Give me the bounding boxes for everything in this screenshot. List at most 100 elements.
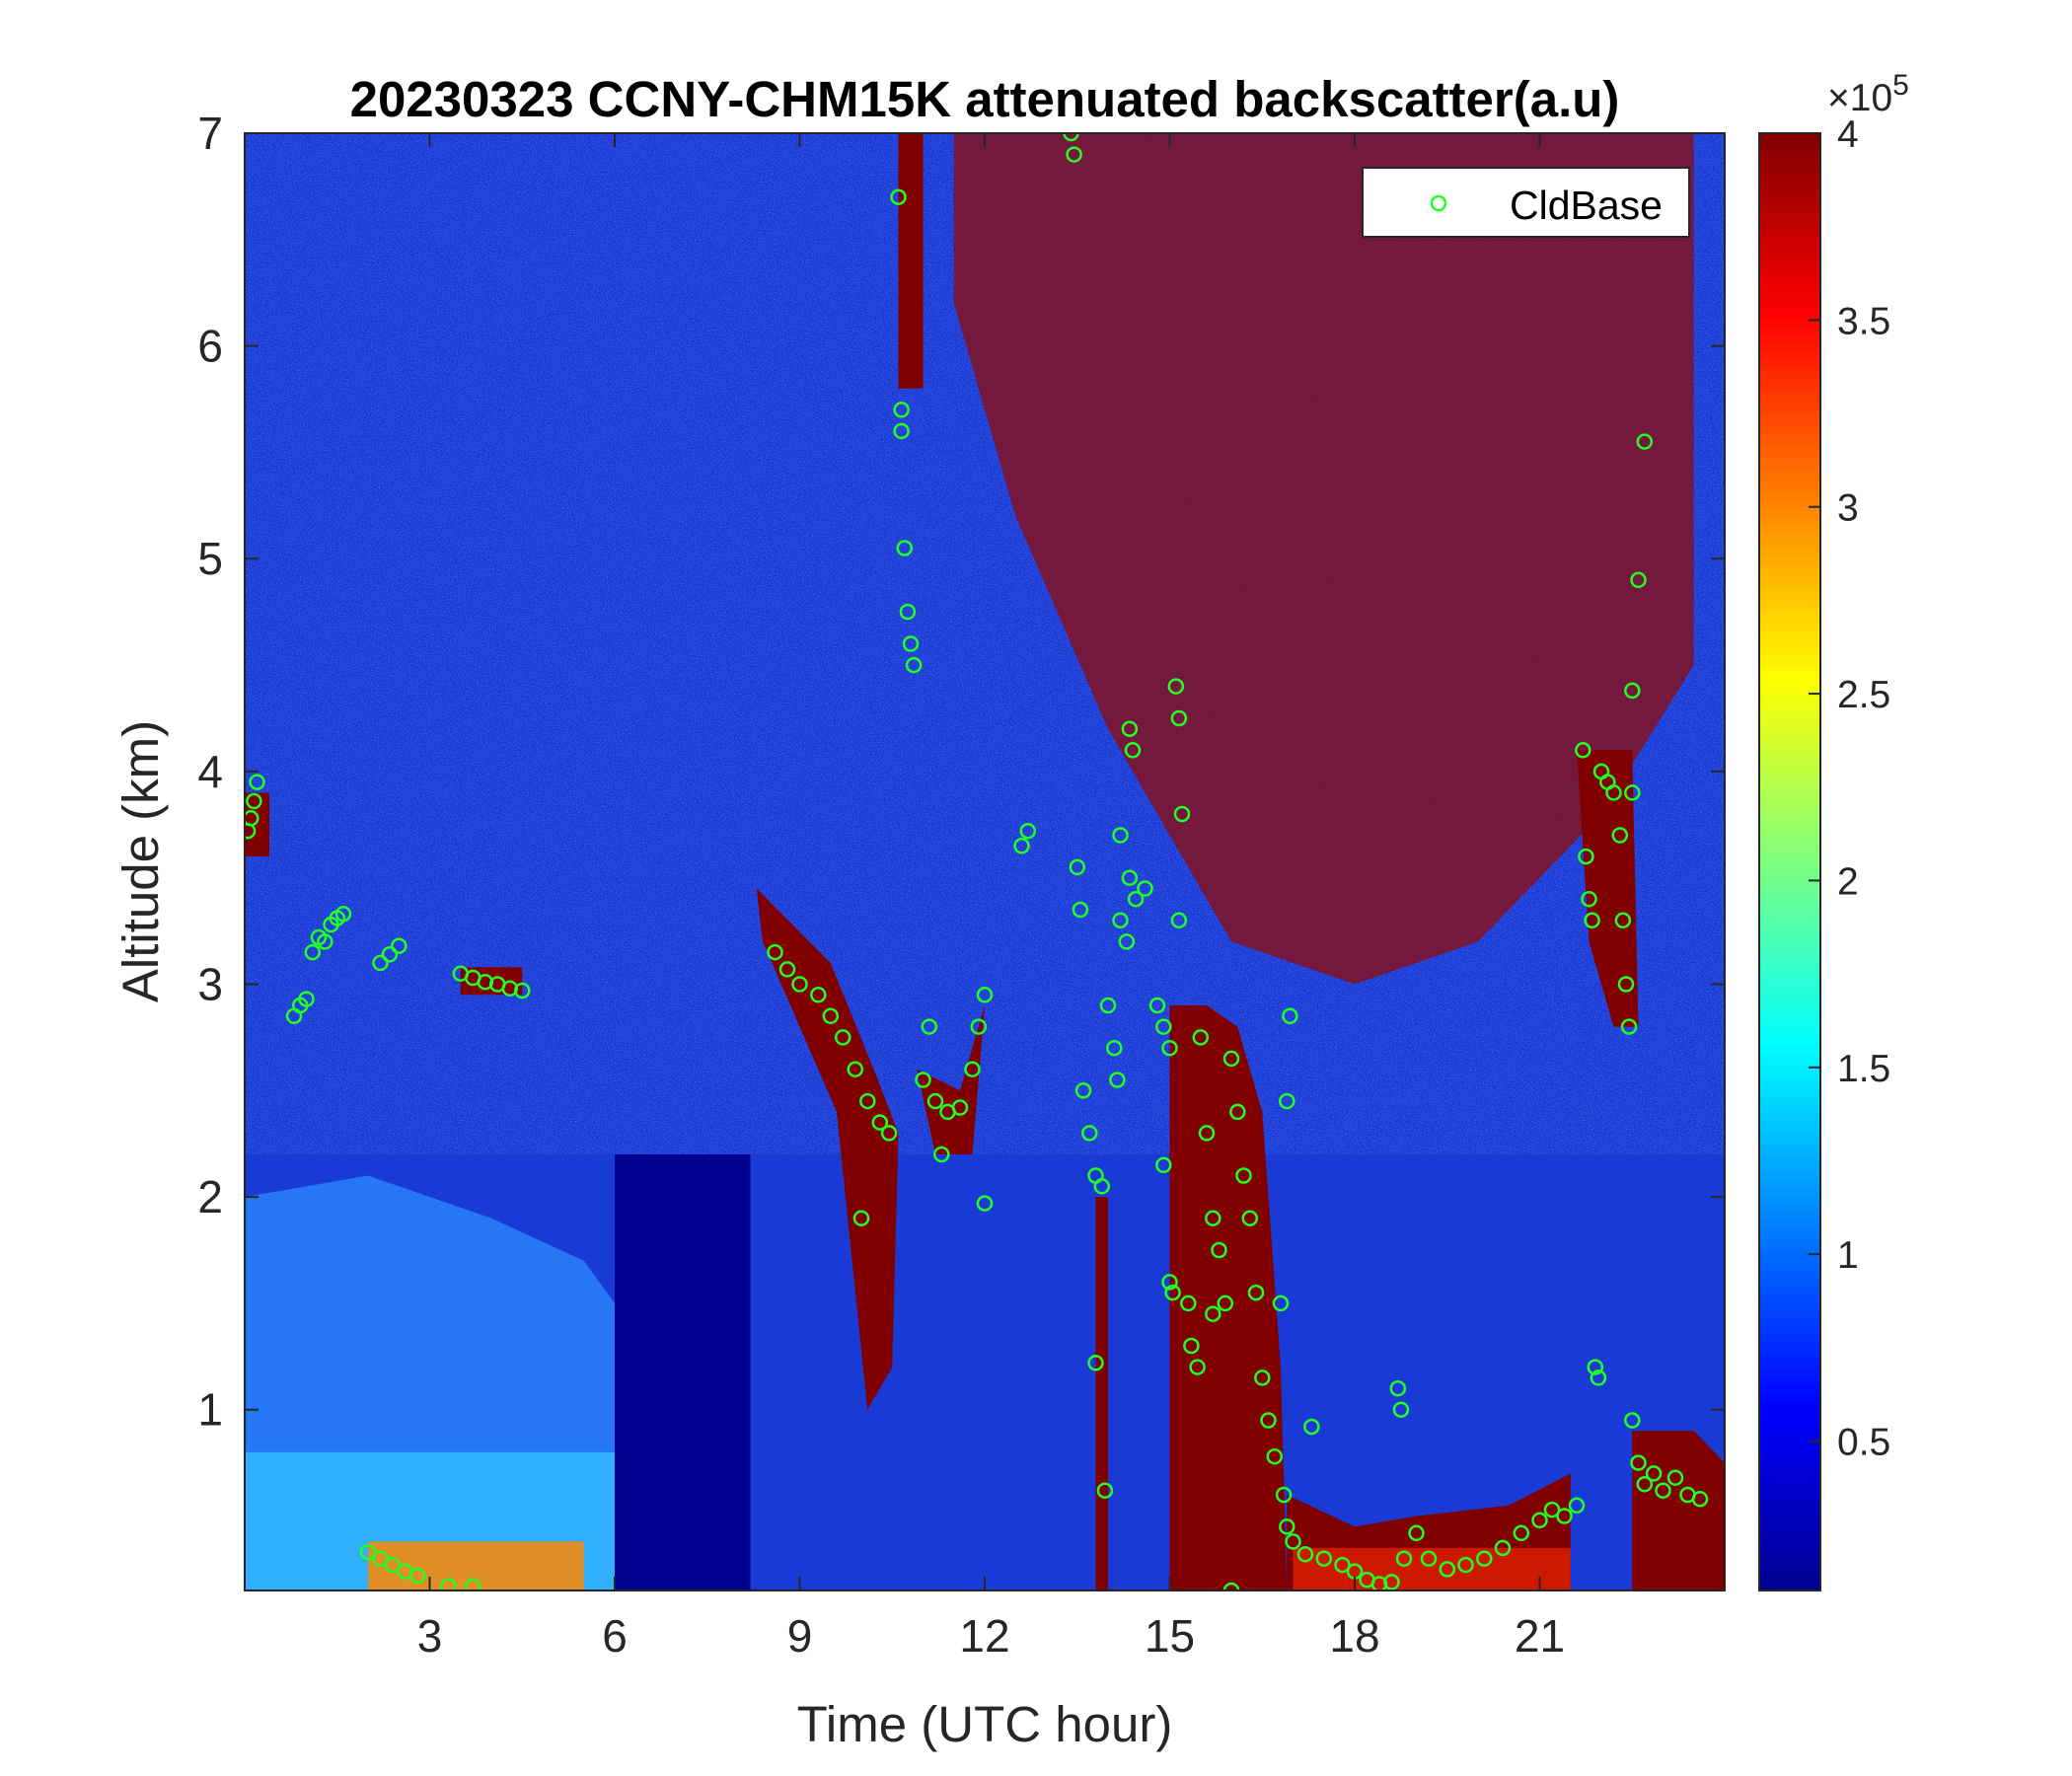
- cldbase-point: [372, 954, 389, 972]
- colorbar-exponent: ×105: [1827, 69, 1909, 119]
- cldbase-point: [1624, 1412, 1641, 1429]
- cldbase-point: [1189, 1359, 1206, 1375]
- cldbase-point: [1235, 1167, 1252, 1184]
- cldbase-point: [1124, 742, 1142, 759]
- cldbase-point: [902, 635, 920, 652]
- cldbase-point: [1096, 1482, 1114, 1499]
- heatmap-cloud-feature: [917, 1005, 985, 1154]
- cldbase-point: [391, 937, 407, 954]
- cldbase-point: [1389, 1379, 1407, 1397]
- cldbase-point: [372, 1550, 389, 1567]
- cldbase-point: [1636, 433, 1654, 450]
- heatmap-evening-surface: [1293, 1547, 1571, 1591]
- cldbase-point: [1494, 1539, 1512, 1557]
- y-axis: 1 2 3 4 5 6 7: [197, 108, 1725, 1436]
- cldbase-point: [1624, 682, 1641, 700]
- heatmap-cloud-plume: [898, 133, 924, 389]
- cldbase-point: [1121, 869, 1139, 886]
- y-tick-label: 4: [197, 746, 223, 797]
- heatmap-cloud-feature: [756, 888, 899, 1410]
- cldbase-point: [1285, 1533, 1301, 1550]
- cldbase-point: [880, 1125, 898, 1142]
- colorbar-tick-label: 3.5: [1837, 300, 1890, 342]
- cldbase-point: [304, 943, 322, 961]
- cldbase-point: [905, 656, 923, 674]
- cldbase-point: [1279, 1518, 1295, 1535]
- cldbase-point: [1217, 1295, 1234, 1312]
- legend-box: [1362, 167, 1690, 238]
- cldbase-point: [1590, 1369, 1607, 1386]
- cldbase-point: [926, 1092, 944, 1110]
- cldbase-point: [951, 1099, 969, 1116]
- cldbase-series: [245, 133, 1709, 1591]
- cldbase-point: [921, 1018, 938, 1035]
- cldbase-point: [1081, 1125, 1098, 1142]
- x-tick-label: 21: [1515, 1610, 1565, 1662]
- cldbase-point: [1513, 1524, 1530, 1542]
- cldbase-point: [1099, 997, 1117, 1014]
- legend: CldBase: [1362, 167, 1690, 238]
- cldbase-point: [384, 1556, 402, 1574]
- cldbase-point: [1112, 827, 1129, 844]
- cldbase-point: [1543, 1501, 1561, 1518]
- cldbase-point: [976, 1195, 994, 1212]
- cldbase-point: [1655, 1482, 1671, 1499]
- cldbase-point: [1205, 1210, 1221, 1226]
- colorbar-tick-label: 4: [1837, 113, 1859, 156]
- cldbase-point: [1611, 827, 1629, 844]
- y-tick-label: 2: [197, 1171, 223, 1222]
- cldbase-point: [1578, 848, 1594, 865]
- cldbase-point: [1568, 1497, 1586, 1515]
- cldbase-point: [970, 1018, 988, 1035]
- cldbase-point: [1636, 1475, 1654, 1493]
- cldbase-point: [1630, 1454, 1647, 1471]
- x-tick-label: 3: [417, 1610, 443, 1662]
- cldbase-point: [1198, 1125, 1216, 1142]
- cldbase-point: [465, 1578, 481, 1591]
- colorbar-ticks: 0.5 1 1.5 2 2.5 3 3.5 4: [1809, 113, 1890, 1464]
- cldbase-point: [1170, 709, 1188, 727]
- cldbase-point: [899, 603, 917, 621]
- cldbase-point: [1531, 1512, 1548, 1529]
- cldbase-point: [1666, 1469, 1684, 1486]
- heatmap-cloud-feature: [1632, 1431, 1725, 1591]
- cldbase-point: [1205, 1305, 1221, 1322]
- cldbase-point: [1617, 976, 1635, 993]
- cldbase-point: [1155, 1018, 1172, 1035]
- cldbase-point: [249, 774, 265, 790]
- cldbase-point: [245, 810, 259, 827]
- cldbase-point: [767, 943, 783, 961]
- heatmap-cloud-feature: [1577, 750, 1639, 1027]
- cldbase-point: [1013, 838, 1030, 854]
- cldbase-point: [1279, 1092, 1295, 1110]
- colorbar-tick-label: 0.5: [1837, 1422, 1890, 1464]
- cldbase-point: [1691, 1491, 1709, 1508]
- legend-marker-icon: [1430, 194, 1447, 212]
- cldbase-point: [1620, 1018, 1638, 1035]
- colorbar-frame: [1758, 132, 1821, 1591]
- colorbar-tick-label: 1.5: [1837, 1048, 1890, 1090]
- heatmap-cloud-feature: [1095, 1197, 1108, 1591]
- y-tick-label: 1: [197, 1384, 223, 1436]
- colorbar-tick-label: 2.5: [1837, 674, 1890, 716]
- cldbase-point: [1476, 1550, 1493, 1567]
- cldbase-point: [822, 1007, 840, 1025]
- cldbase-point: [1118, 933, 1136, 950]
- cldbase-point: [1170, 912, 1188, 929]
- chart-title: 20230323 CCNY-CHM15K attenuated backscat…: [350, 71, 1620, 127]
- cldbase-point: [1275, 1486, 1293, 1504]
- cldbase-point: [976, 987, 994, 1003]
- cldbase-point: [1296, 1546, 1314, 1563]
- cldbase-point: [1066, 146, 1082, 163]
- cldbase-point: [1630, 571, 1647, 589]
- cldbase-point: [334, 906, 352, 923]
- cldbase-point: [1420, 1550, 1438, 1567]
- cldbase-point: [1121, 720, 1139, 737]
- cldbase-point: [778, 961, 796, 978]
- cldbase-point: [859, 1092, 876, 1110]
- cldbase-point: [964, 1061, 981, 1077]
- cldbase-point: [1137, 880, 1153, 897]
- y-tick-label: 5: [197, 533, 223, 584]
- cldbase-point: [1222, 1050, 1240, 1068]
- y-axis-label: Altitude (km): [112, 720, 169, 1002]
